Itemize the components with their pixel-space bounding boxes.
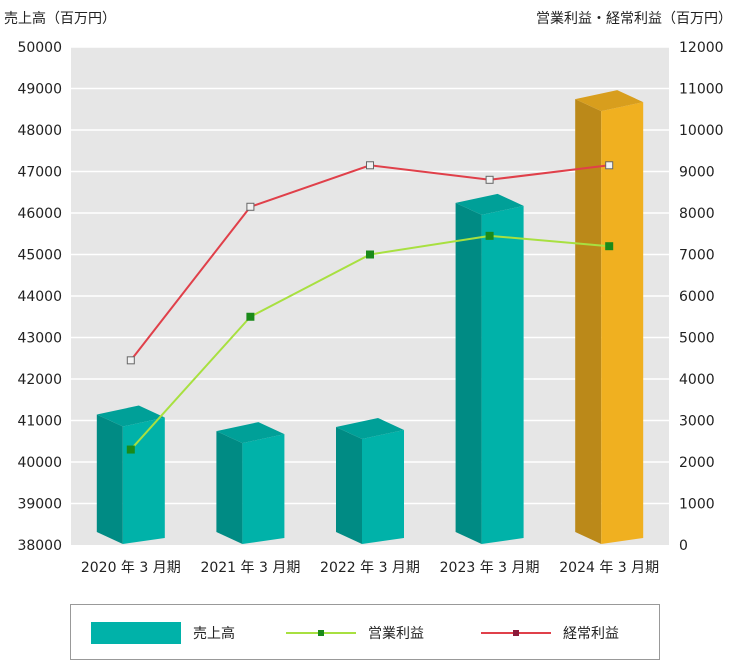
category-label: 2020 年 3 月期 <box>81 560 181 576</box>
right-tick-label: 8000 <box>679 206 715 222</box>
data-point <box>485 175 494 184</box>
left-tick-label: 39000 <box>17 497 62 513</box>
bar-top <box>575 90 644 112</box>
left-tick-label: 45000 <box>17 248 62 264</box>
right-tick-label: 2000 <box>679 455 715 471</box>
legend-swatch-ordinary-profit <box>481 630 551 636</box>
bar-side <box>455 202 482 544</box>
left-tick-label: 42000 <box>17 372 62 388</box>
category-label: 2021 年 3 月期 <box>200 560 300 576</box>
legend-item-ordinary-profit: 経常利益 <box>481 605 619 661</box>
left-tick-label: 41000 <box>17 414 62 430</box>
category-label: 2022 年 3 月期 <box>320 560 420 576</box>
right-tick-label: 5000 <box>679 331 715 347</box>
right-tick-label: 4000 <box>679 372 715 388</box>
right-tick-label: 0 <box>679 538 688 554</box>
right-tick-label: 9000 <box>679 165 715 181</box>
right-tick-label: 12000 <box>679 40 724 56</box>
legend-item-operating-profit: 営業利益 <box>286 605 424 661</box>
bar-front <box>481 205 524 544</box>
legend-label-ordinary-profit: 経常利益 <box>563 626 619 642</box>
bar <box>216 422 285 544</box>
bar <box>455 193 524 544</box>
right-tick-label: 11000 <box>679 82 724 98</box>
left-tick-label: 49000 <box>17 82 62 98</box>
right-tick-label: 7000 <box>679 248 715 264</box>
right-tick-label: 1000 <box>679 497 715 513</box>
left-tick-label: 48000 <box>17 123 62 139</box>
chart-svg: 3800039000400004100042000430004400045000… <box>17 40 724 576</box>
bar-side <box>575 99 602 544</box>
legend-swatch-sales <box>91 622 181 644</box>
legend-label-operating-profit: 営業利益 <box>368 626 424 642</box>
left-tick-label: 43000 <box>17 331 62 347</box>
left-tick-label: 46000 <box>17 206 62 222</box>
category-labels: 2020 年 3 月期 2021 年 3 月期 2022 年 3 月期 2023 年 … <box>81 560 659 576</box>
legend-label-sales: 売上高 <box>193 626 235 642</box>
legend-swatch-operating-profit <box>286 630 356 636</box>
right-tick-label: 6000 <box>679 289 715 305</box>
category-label: 2023 年 3 月期 <box>440 560 540 576</box>
right-axis-ticks: 0 1000 2000 3000 4000 5000 6000 7000 8000 9000 100… <box>679 40 724 554</box>
bar-front <box>362 429 404 544</box>
data-point <box>246 202 255 211</box>
bar-top <box>336 417 404 439</box>
data-point <box>126 445 135 454</box>
left-axis-ticks: 38000 39000 40000 41000 42000 43000 44000 45000… <box>17 40 62 554</box>
line-series <box>126 161 614 454</box>
data-point <box>246 312 255 321</box>
left-tick-label: 38000 <box>17 538 62 554</box>
bar <box>336 417 404 544</box>
right-axis-title: 営業利益・経常利益（百万円） <box>536 11 732 27</box>
bar-side <box>216 431 243 544</box>
bar-series <box>96 90 644 544</box>
bar-top <box>216 422 285 444</box>
left-tick-label: 50000 <box>17 40 62 56</box>
left-axis-title: 売上高（百万円） <box>4 11 116 27</box>
legend: 売上高 営業利益 経常利益 <box>70 604 660 660</box>
bar-top <box>96 405 165 427</box>
right-tick-label: 3000 <box>679 414 715 430</box>
data-point <box>126 356 135 365</box>
bar-front <box>242 434 285 544</box>
left-tick-label: 47000 <box>17 165 62 181</box>
data-point <box>366 250 374 259</box>
bar-front <box>601 102 644 544</box>
bar-side <box>96 414 123 544</box>
category-label: 2024 年 3 月期 <box>559 560 659 576</box>
data-point <box>605 161 614 170</box>
data-point <box>485 231 494 240</box>
left-tick-label: 44000 <box>17 289 62 305</box>
bar-top <box>455 193 524 215</box>
left-tick-label: 40000 <box>17 455 62 471</box>
data-point <box>605 242 614 251</box>
bar <box>96 405 165 544</box>
bar <box>575 90 644 544</box>
data-point <box>366 161 374 170</box>
bar-side <box>336 426 362 544</box>
right-tick-label: 10000 <box>679 123 724 139</box>
legend-item-sales: 売上高 <box>91 605 235 661</box>
